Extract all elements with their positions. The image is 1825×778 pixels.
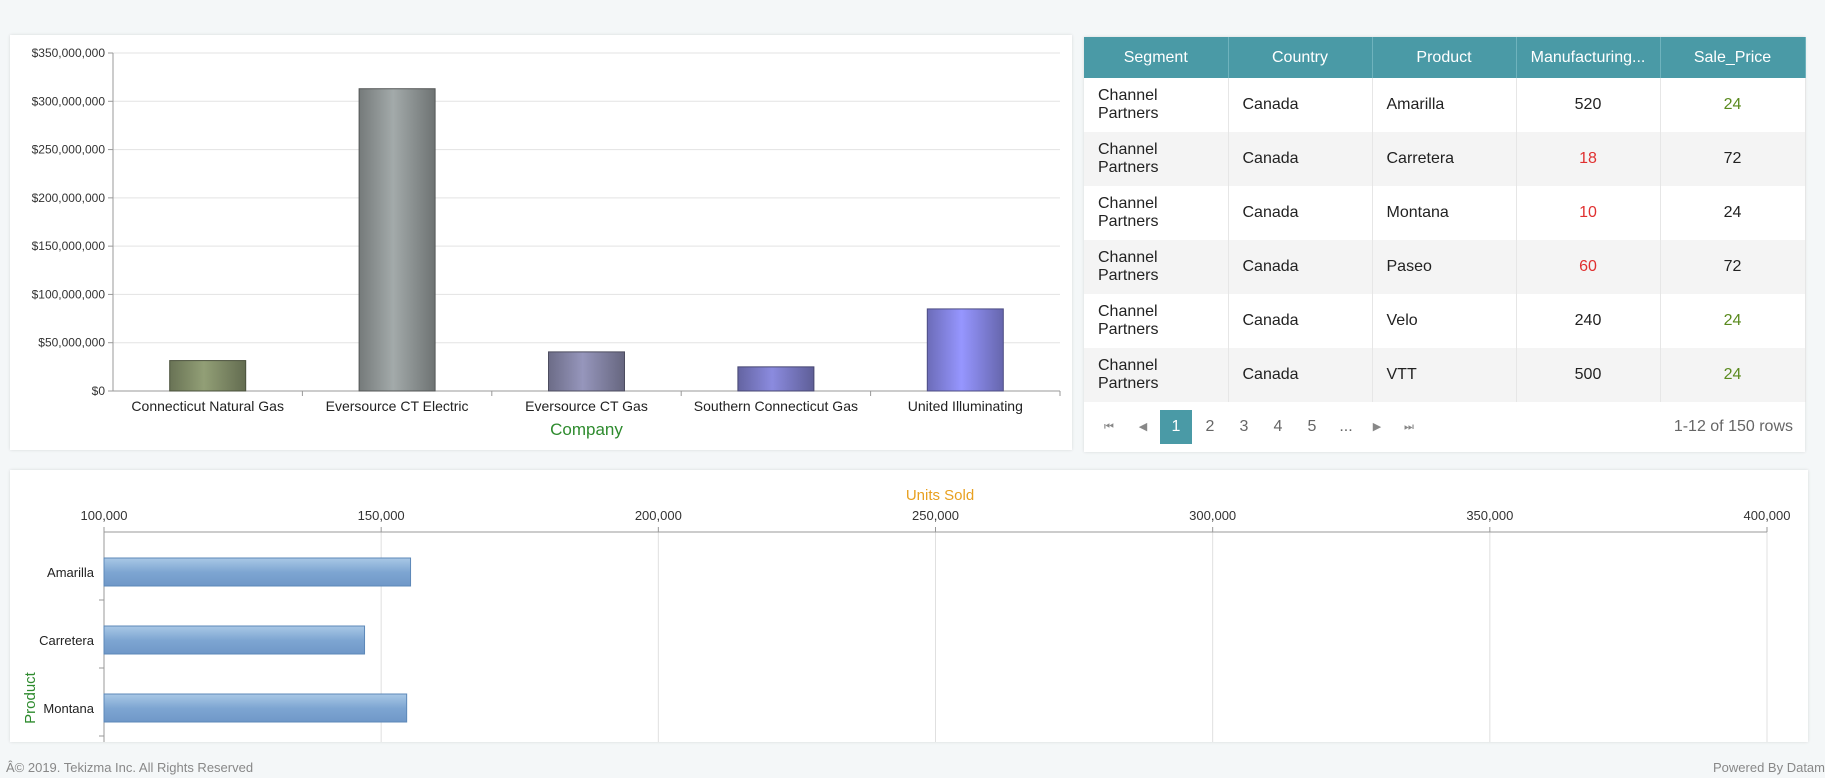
- page-button-3[interactable]: 3: [1239, 418, 1249, 435]
- cell-country: Canada: [1228, 240, 1373, 294]
- cell-product: VTT: [1372, 348, 1517, 402]
- table-row[interactable]: Channel Partners Canada Amarilla 520 24: [1084, 78, 1806, 132]
- cell-product: Carretera: [1372, 132, 1517, 186]
- bar: [103, 625, 366, 655]
- x-tick-label: 150,000: [358, 508, 405, 523]
- page-button-5[interactable]: 5: [1307, 418, 1317, 435]
- bar: [103, 557, 412, 587]
- cell-manufacturing: 18: [1516, 132, 1661, 186]
- x-tick-label: 100,000: [81, 508, 128, 523]
- cell-manufacturing: 10: [1516, 186, 1661, 240]
- x-tick-label: 400,000: [1744, 508, 1791, 523]
- bar: [103, 693, 408, 723]
- y-tick-label: $50,000,000: [38, 336, 105, 350]
- y-tick-label: $300,000,000: [32, 94, 106, 108]
- bar: [169, 360, 247, 392]
- data-grid: Segment Country Product Manufacturing...…: [1084, 37, 1806, 402]
- cell-product: Velo: [1372, 294, 1517, 348]
- x-tick-label: United Illuminating: [908, 398, 1023, 414]
- y-tick-label: $250,000,000: [32, 143, 106, 157]
- units-sold-bar-chart: Units Sold 100,000 150,000 200,000 250,000 30…: [22, 487, 1791, 742]
- column-header-manufacturing[interactable]: Manufacturing...: [1516, 37, 1661, 78]
- table-row[interactable]: Channel Partners Canada Carretera 18 72: [1084, 132, 1806, 186]
- cell-country: Canada: [1228, 294, 1373, 348]
- y-axis-title: Product: [22, 671, 39, 724]
- y-tick-label: Amarilla: [47, 565, 95, 580]
- cell-segment: Channel Partners: [1084, 186, 1229, 240]
- column-header-segment[interactable]: Segment: [1084, 37, 1229, 78]
- cell-sale-price: 24: [1660, 294, 1806, 348]
- x-tick-label: 200,000: [635, 508, 682, 523]
- cell-segment: Channel Partners: [1084, 132, 1229, 186]
- cell-segment: Channel Partners: [1084, 240, 1229, 294]
- prev-page-icon[interactable]: ◀: [1138, 421, 1148, 433]
- cell-sale-price: 24: [1660, 348, 1806, 402]
- x-axis-title: Company: [550, 420, 623, 439]
- x-tick-label: Southern Connecticut Gas: [694, 398, 858, 414]
- cell-sale-price: 24: [1660, 186, 1806, 240]
- page-button-2[interactable]: 2: [1205, 418, 1215, 435]
- grid-pagination: ⏮ ◀ 1 2 3 4 5 ... ▶ ⏭ 1-12 of 150 rows: [1084, 402, 1805, 448]
- cell-product: Amarilla: [1372, 78, 1517, 132]
- column-header-sale-price[interactable]: Sale_Price: [1660, 37, 1806, 78]
- x-tick-label: 250,000: [912, 508, 959, 523]
- y-tick-label: $0: [92, 384, 106, 398]
- column-header-country[interactable]: Country: [1228, 37, 1373, 78]
- page-button-4[interactable]: 4: [1273, 418, 1283, 435]
- y-tick-label: Montana: [43, 701, 94, 716]
- grid-header-row: Segment Country Product Manufacturing...…: [1084, 37, 1806, 78]
- cell-country: Canada: [1228, 348, 1373, 402]
- first-page-icon[interactable]: ⏮: [1104, 421, 1114, 433]
- cell-sale-price: 72: [1660, 240, 1806, 294]
- cell-sale-price: 24: [1660, 78, 1806, 132]
- table-row[interactable]: Channel Partners Canada Velo 240 24: [1084, 294, 1806, 348]
- cell-product: Paseo: [1372, 240, 1517, 294]
- cell-manufacturing: 60: [1516, 240, 1661, 294]
- y-tick-label: $100,000,000: [32, 287, 106, 301]
- cell-country: Canada: [1228, 132, 1373, 186]
- y-tick-label: $350,000,000: [32, 46, 106, 60]
- cell-manufacturing: 240: [1516, 294, 1661, 348]
- x-tick-label: 300,000: [1189, 508, 1236, 523]
- units-sold-bar-chart-panel: Units Sold 100,000 150,000 200,000 250,000 30…: [10, 470, 1808, 742]
- y-tick-label: $150,000,000: [32, 239, 106, 253]
- cell-country: Canada: [1228, 186, 1373, 240]
- powered-by-text: Powered By Datam: [1713, 760, 1825, 775]
- company-bar-chart: $0 $50,000,000 $100,000,000 $150,000,000 $20…: [32, 46, 1061, 439]
- x-tick-label: Eversource CT Electric: [326, 398, 469, 414]
- copyright-text: Â© 2019. Tekizma Inc. All Rights Reserve…: [6, 760, 254, 775]
- y-tick-label: $200,000,000: [32, 191, 106, 205]
- cell-country: Canada: [1228, 78, 1373, 132]
- last-page-icon[interactable]: ⏭: [1404, 421, 1414, 433]
- column-header-product[interactable]: Product: [1372, 37, 1517, 78]
- bar: [926, 308, 1004, 392]
- data-grid-panel: Segment Country Product Manufacturing...…: [1084, 37, 1806, 452]
- cell-segment: Channel Partners: [1084, 348, 1229, 402]
- bar: [737, 366, 815, 392]
- table-row[interactable]: Channel Partners Canada Paseo 60 72: [1084, 240, 1806, 294]
- x-tick-label: Eversource CT Gas: [525, 398, 648, 414]
- page-button-1[interactable]: 1: [1160, 410, 1192, 444]
- x-tick-label: 350,000: [1466, 508, 1513, 523]
- company-bar-chart-panel: $0 $50,000,000 $100,000,000 $150,000,000 $20…: [10, 35, 1072, 450]
- y-tick-label: Carretera: [39, 633, 95, 648]
- cell-sale-price: 72: [1660, 132, 1806, 186]
- x-axis-title: Units Sold: [906, 487, 974, 504]
- cell-manufacturing: 520: [1516, 78, 1661, 132]
- pager-info: 1-12 of 150 rows: [1673, 418, 1793, 435]
- table-row[interactable]: Channel Partners Canada Montana 10 24: [1084, 186, 1806, 240]
- cell-product: Montana: [1372, 186, 1517, 240]
- cell-segment: Channel Partners: [1084, 78, 1229, 132]
- bar: [358, 88, 436, 392]
- table-row[interactable]: Channel Partners Canada VTT 500 24: [1084, 348, 1806, 402]
- cell-segment: Channel Partners: [1084, 294, 1229, 348]
- cell-manufacturing: 500: [1516, 348, 1661, 402]
- next-page-icon[interactable]: ▶: [1372, 421, 1382, 433]
- bar: [548, 351, 625, 392]
- x-tick-label: Connecticut Natural Gas: [131, 398, 284, 414]
- page-button-more[interactable]: ...: [1339, 418, 1353, 435]
